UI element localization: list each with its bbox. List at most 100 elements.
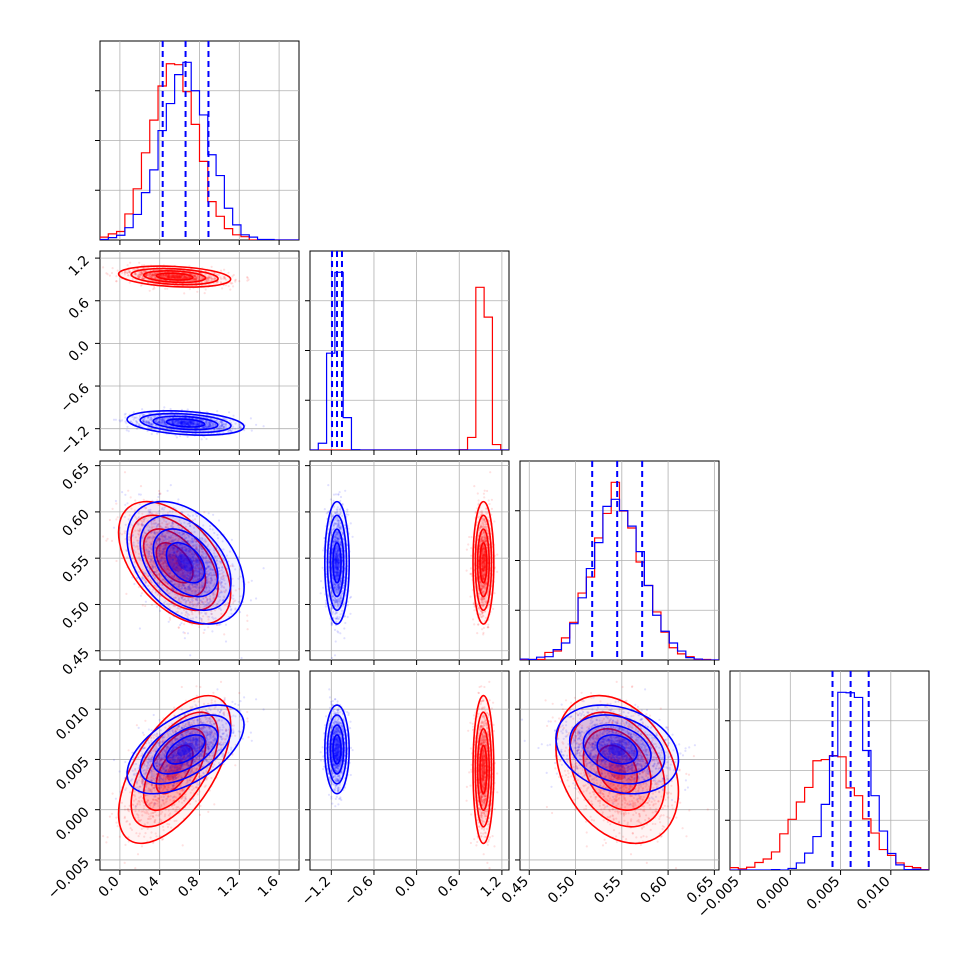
scatter-point (146, 551, 149, 554)
scatter-point (176, 276, 179, 279)
scatter-point (126, 271, 129, 274)
scatter-point (188, 420, 191, 424)
scatter-point (176, 543, 179, 547)
scatter-point (171, 276, 175, 279)
scatter-point (142, 277, 145, 280)
scatter-point (172, 565, 175, 568)
scatter-point (205, 423, 208, 426)
scatter-point (123, 273, 126, 276)
scatter-point (181, 564, 184, 567)
scatter-point (181, 423, 184, 426)
scatter-point (175, 562, 179, 565)
scatter-point (150, 523, 153, 526)
scatter-point (151, 276, 154, 279)
scatter-point (177, 277, 180, 280)
scatter-point (162, 561, 165, 565)
scatter-point (172, 568, 176, 571)
scatter-point (149, 418, 152, 421)
scatter-point (177, 275, 181, 278)
scatter-point (172, 275, 175, 278)
scatter-point (189, 567, 192, 570)
panel-1-0: −1.2−0.60.00.61.2 (57, 250, 300, 459)
scatter-point (191, 421, 194, 424)
scatter-point (162, 419, 165, 422)
scatter-point (246, 276, 249, 279)
scatter-point (203, 511, 206, 514)
scatter-point (184, 575, 187, 578)
scatter-point (181, 573, 184, 577)
scatter-point (164, 274, 168, 277)
scatter-point (180, 420, 184, 423)
scatter-point (157, 503, 160, 506)
scatter-point (180, 556, 184, 559)
scatter-point (162, 422, 165, 425)
scatter-point (161, 556, 164, 559)
y-tick-label: 1.2 (66, 253, 93, 280)
scatter-point (232, 414, 235, 417)
scatter-point (163, 548, 166, 551)
scatter-point (174, 596, 177, 599)
scatter-point (169, 572, 172, 575)
scatter-point (183, 423, 187, 426)
scatter-point (152, 537, 155, 540)
scatter-point (204, 426, 208, 429)
scatter-point (180, 622, 183, 625)
scatter-point (189, 550, 192, 554)
scatter-point (157, 552, 160, 555)
scatter-point (150, 543, 153, 546)
scatter-point (174, 419, 177, 422)
scatter-point (167, 421, 171, 424)
scatter-point (227, 429, 230, 433)
scatter-point (191, 421, 194, 424)
scatter-point (154, 546, 157, 549)
scatter-point (186, 423, 189, 426)
scatter-point (208, 597, 211, 600)
scatter-point (224, 423, 228, 426)
scatter-point (196, 578, 199, 581)
scatter-point (133, 582, 136, 586)
scatter-point (179, 555, 182, 558)
scatter-point (163, 417, 166, 420)
scatter-point (172, 604, 175, 607)
scatter-point (189, 423, 192, 426)
scatter-point (175, 582, 178, 585)
scatter-point (224, 425, 227, 429)
scatter-point (151, 274, 154, 277)
scatter-point (173, 547, 176, 550)
scatter-point (188, 567, 191, 570)
scatter-point (169, 484, 172, 487)
scatter-point (188, 276, 191, 279)
scatter-point (180, 274, 183, 277)
scatter-point (187, 275, 190, 279)
scatter-point (133, 272, 137, 276)
scatter-point (162, 539, 165, 542)
scatter-point (208, 425, 211, 428)
scatter-point (178, 275, 181, 278)
scatter-point (189, 571, 192, 575)
scatter-point (163, 557, 166, 560)
scatter-point (171, 275, 174, 278)
scatter-point (139, 284, 143, 287)
scatter-point (171, 422, 174, 425)
scatter-point (128, 271, 131, 274)
scatter-point (150, 432, 153, 436)
scatter-point (186, 275, 189, 278)
scatter-point (185, 275, 188, 278)
scatter-point (177, 422, 180, 426)
scatter-point (158, 574, 161, 577)
scatter-point (187, 567, 190, 570)
scatter-point (193, 580, 196, 583)
scatter-point (186, 587, 189, 590)
scatter-point (187, 571, 190, 574)
scatter-point (180, 565, 183, 568)
scatter-point (221, 420, 224, 423)
scatter-point (188, 575, 191, 579)
scatter-point (172, 522, 175, 526)
scatter-point (144, 532, 147, 535)
scatter-point (159, 538, 162, 541)
scatter-point (186, 591, 189, 594)
scatter-point (146, 416, 150, 419)
scatter-point (137, 523, 140, 527)
scatter-point (194, 277, 197, 280)
scatter-point (164, 544, 167, 547)
